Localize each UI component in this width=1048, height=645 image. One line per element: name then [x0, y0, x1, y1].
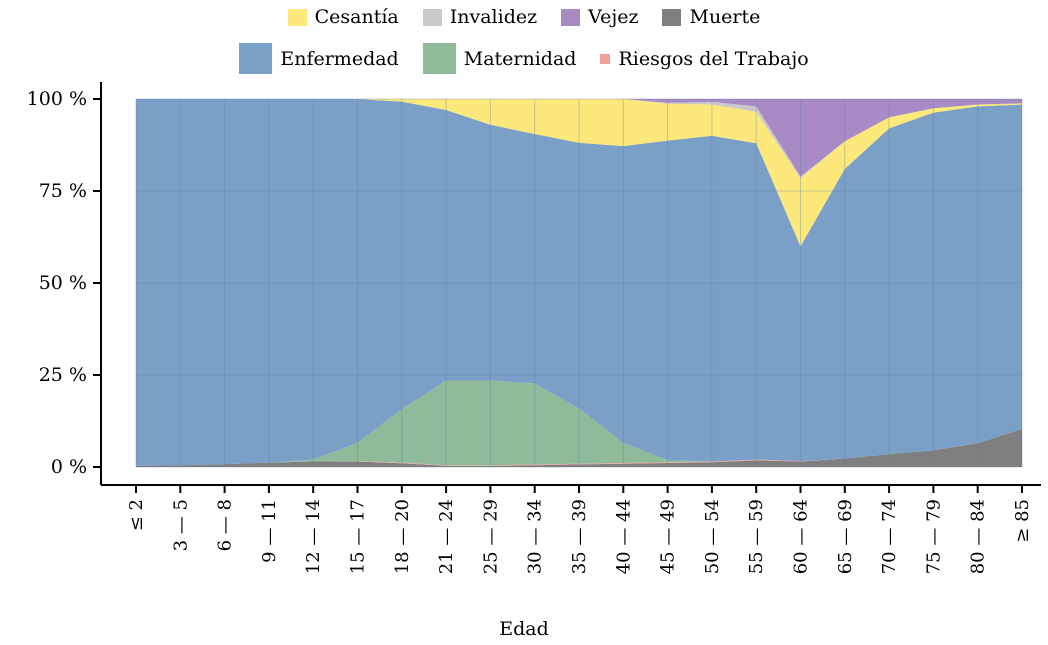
series-area-enfermedad — [136, 99, 1022, 466]
series-area-vejez — [136, 99, 1022, 177]
x-tick-label: 80 — 84 — [968, 499, 989, 574]
series-area-muerte — [136, 429, 1022, 467]
legend-item-cesantia: Cesantía — [287, 5, 399, 29]
x-tick-label: 6 — 8 — [215, 499, 236, 551]
legend-row-1: Cesantía Invalidez Vejez Muerte — [0, 5, 1048, 29]
series-area-maternidad — [136, 380, 1022, 466]
legend-row-2: Enfermedad Maternidad Riesgos del Trabajo — [0, 43, 1048, 74]
x-tick-label: 70 — 74 — [879, 499, 900, 574]
x-tick-label: 55 — 59 — [746, 499, 767, 574]
legend-label-maternidad: Maternidad — [463, 47, 577, 70]
x-tick-label: 35 — 39 — [569, 499, 590, 574]
x-axis-title: Edad — [499, 618, 549, 640]
x-tick-label: 18 — 20 — [392, 499, 413, 574]
legend-label-vejez: Vejez — [588, 6, 639, 28]
x-tick-label: 21 — 24 — [436, 499, 457, 574]
y-tick-label: 0 % — [51, 456, 87, 478]
legend-swatch-maternidad — [422, 43, 456, 74]
legend-label-invalidez: Invalidez — [449, 6, 538, 28]
x-tick-label: 65 — 69 — [835, 499, 856, 574]
legend-item-muerte: Muerte — [662, 5, 760, 29]
legend-label-enfermedad: Enfermedad — [280, 47, 399, 70]
x-tick-label: 30 — 34 — [525, 499, 546, 574]
x-tick-label: 50 — 54 — [702, 499, 723, 574]
legend-item-vejez: Vejez — [561, 5, 638, 29]
x-tick-label: 25 — 29 — [480, 499, 501, 574]
x-tick-label: 75 — 79 — [923, 499, 944, 574]
legend-label-muerte: Muerte — [689, 6, 761, 28]
legend-swatch-vejez — [561, 8, 581, 26]
y-tick-label: 100 % — [27, 88, 87, 110]
x-tick-label: ≥ 85 — [1012, 499, 1033, 543]
x-tick-label: 60 — 64 — [791, 499, 812, 574]
legend-swatch-enfermedad — [239, 43, 273, 74]
x-tick-label: 12 — 14 — [303, 499, 324, 574]
x-tick-label: 15 — 17 — [348, 499, 369, 574]
y-tick-label: 25 % — [39, 364, 87, 386]
legend-item-maternidad: Maternidad — [422, 43, 577, 74]
legend-label-riesgos-del-trabajo: Riesgos del Trabajo — [618, 47, 809, 70]
x-tick-label: ≤ 2 — [126, 499, 147, 531]
legend-swatch-cesantia — [287, 8, 307, 26]
legend-item-enfermedad: Enfermedad — [239, 43, 399, 74]
x-tick-label: 40 — 44 — [613, 499, 634, 574]
legend-swatch-invalidez — [422, 8, 442, 26]
legend-swatch-riesgos-del-trabajo — [600, 53, 611, 64]
series-area-cesantia — [136, 99, 1022, 247]
x-tick-label: 9 — 11 — [259, 499, 280, 563]
y-tick-label: 75 % — [39, 180, 87, 202]
x-tick-label: 45 — 49 — [658, 499, 679, 574]
legend-item-riesgos-del-trabajo: Riesgos del Trabajo — [600, 43, 809, 74]
legend-swatch-muerte — [662, 8, 682, 26]
legend-label-cesantia: Cesantía — [314, 6, 399, 28]
legend-item-invalidez: Invalidez — [422, 5, 538, 29]
y-tick-label: 50 % — [39, 272, 87, 294]
x-tick-label: 3 — 5 — [170, 499, 191, 551]
